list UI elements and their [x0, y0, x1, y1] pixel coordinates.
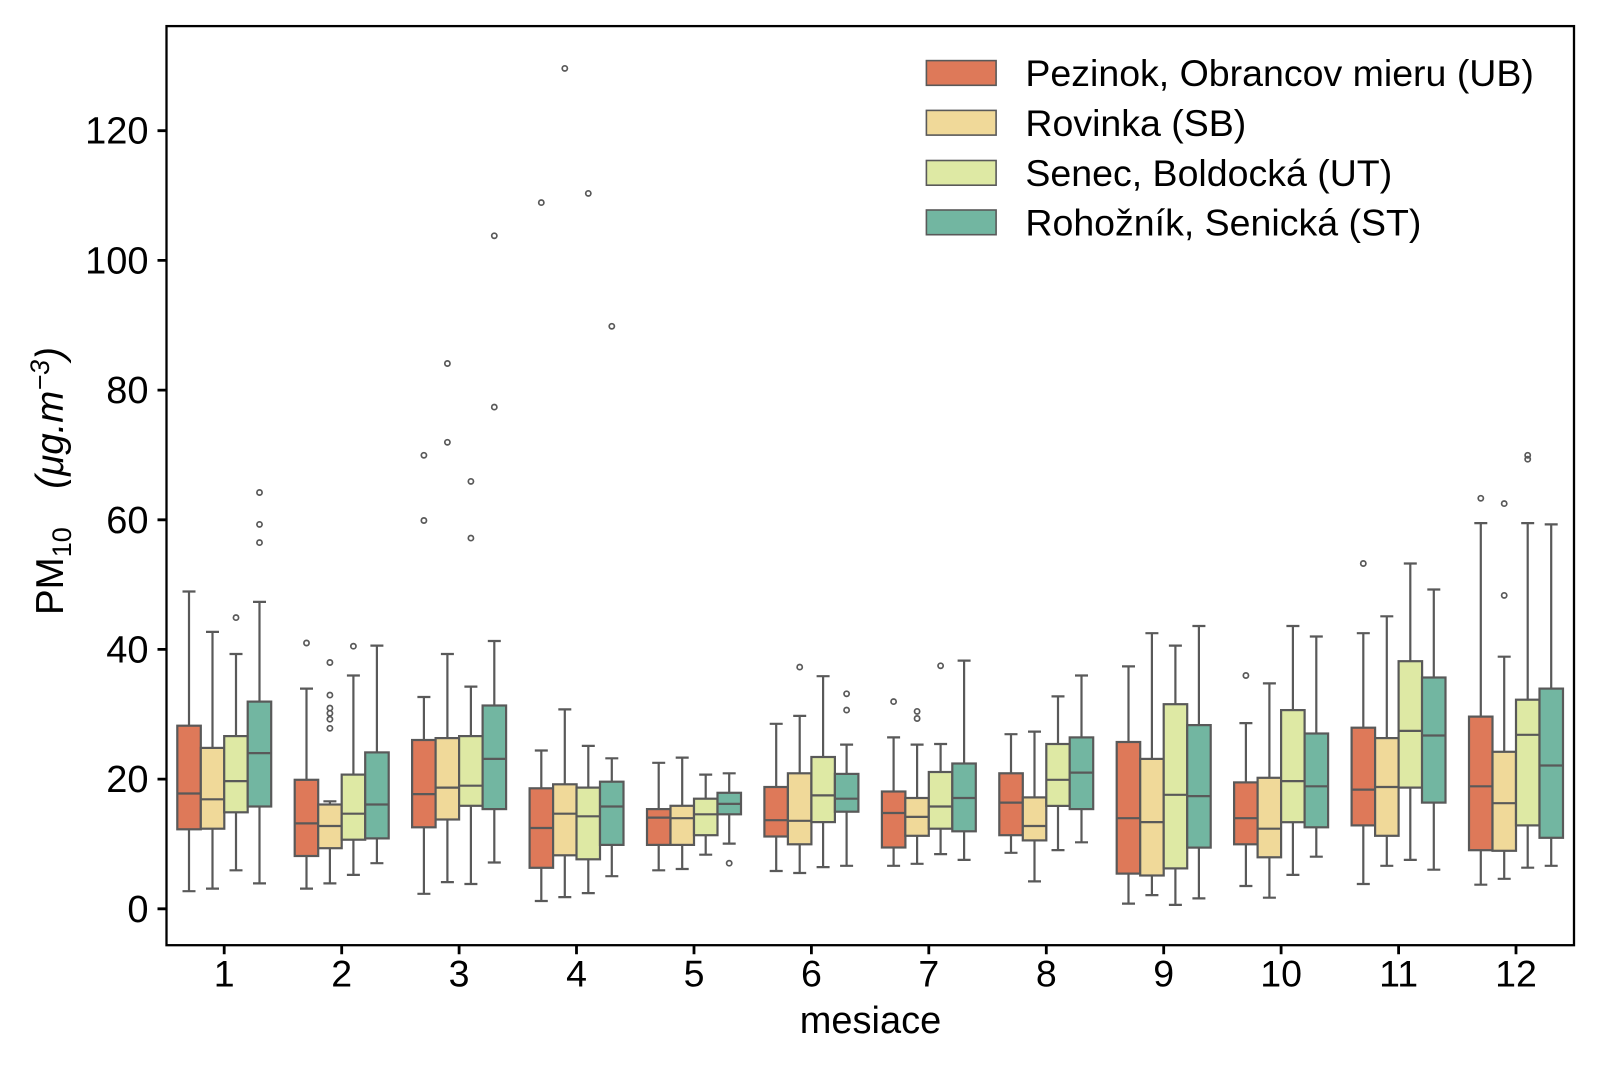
svg-text:8: 8 [1036, 953, 1057, 995]
svg-text:2: 2 [331, 953, 352, 995]
svg-text:5: 5 [684, 953, 705, 995]
svg-text:6: 6 [801, 953, 822, 995]
svg-text:10: 10 [1260, 953, 1302, 995]
svg-text:0: 0 [127, 889, 148, 931]
svg-text:Rohožník, Senická (ST): Rohožník, Senická (ST) [1025, 202, 1421, 244]
svg-text:Senec, Boldocká (UT): Senec, Boldocká (UT) [1025, 152, 1392, 194]
svg-text:Rovinka (SB): Rovinka (SB) [1025, 102, 1246, 144]
svg-text:PM10 (μg.m−3): PM10 (μg.m−3) [25, 347, 77, 615]
svg-text:7: 7 [918, 953, 939, 995]
svg-text:mesiace: mesiace [800, 1000, 942, 1042]
svg-text:9: 9 [1153, 953, 1174, 995]
svg-text:12: 12 [1495, 953, 1537, 995]
svg-text:4: 4 [566, 953, 587, 995]
svg-text:40: 40 [106, 629, 148, 671]
svg-text:80: 80 [106, 370, 148, 412]
svg-text:1: 1 [214, 953, 235, 995]
svg-text:Pezinok, Obrancov mieru (UB): Pezinok, Obrancov mieru (UB) [1025, 52, 1534, 94]
svg-text:100: 100 [85, 240, 148, 282]
svg-text:20: 20 [106, 759, 148, 801]
svg-text:60: 60 [106, 500, 148, 542]
svg-text:3: 3 [449, 953, 470, 995]
svg-text:11: 11 [1379, 953, 1418, 995]
svg-text:120: 120 [85, 111, 148, 153]
